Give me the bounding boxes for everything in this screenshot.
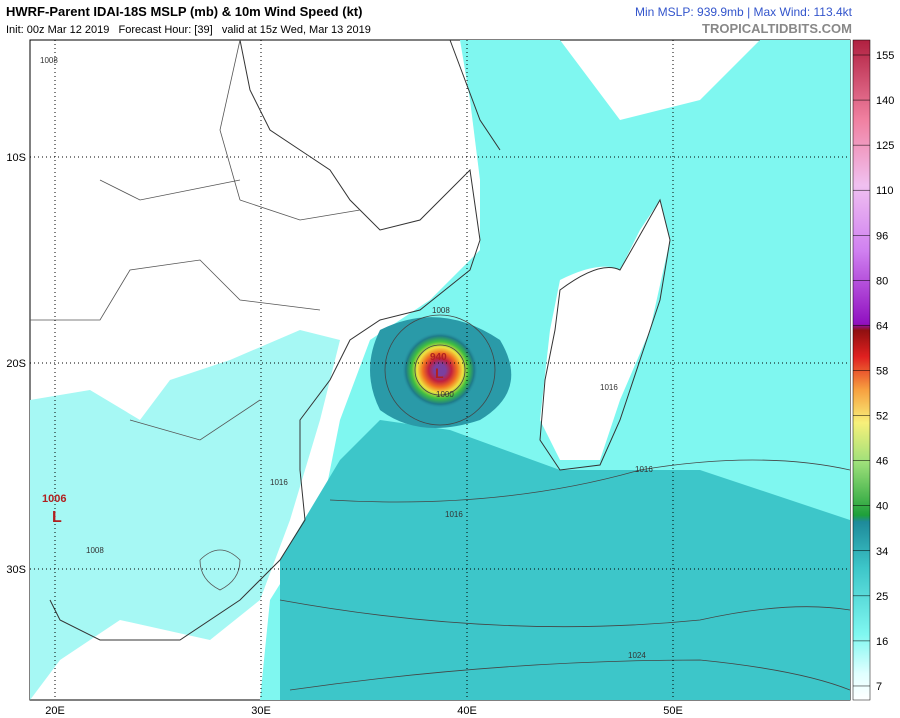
low-pressure: 1006 <box>42 493 66 505</box>
isobar <box>289 659 851 691</box>
colorbar-label: 125 <box>876 140 894 152</box>
madagascar-coast <box>539 198 671 471</box>
wind-area <box>280 420 850 700</box>
colorbar-label: 7 <box>876 681 882 693</box>
colorbar-label: 80 <box>876 275 888 287</box>
isobar-label: 1016 <box>445 510 463 519</box>
isobar-label: 1016 <box>600 383 618 392</box>
colorbar-label: 58 <box>876 365 888 377</box>
colorbar-label: 46 <box>876 456 888 468</box>
lat-label: 20S <box>6 358 26 370</box>
isobar-label: 1008 <box>432 306 450 315</box>
colorbar <box>852 39 871 701</box>
stats: Min MSLP: 939.9mb | Max Wind: 113.4kt <box>635 5 853 19</box>
graticule <box>30 40 850 700</box>
colorbar-label: 110 <box>876 185 894 197</box>
coast <box>449 39 501 151</box>
isobar <box>279 599 851 628</box>
wind-area <box>30 330 340 700</box>
isobar <box>329 459 851 503</box>
africa-coast <box>49 39 481 641</box>
site: TROPICALTIDBITS.COM <box>702 21 852 36</box>
isobar-label: 1024 <box>628 651 646 660</box>
colorbar-label: 96 <box>876 230 888 242</box>
isobar-label: 1016 <box>270 478 288 487</box>
lon-label: 30E <box>251 705 271 717</box>
madagascar-calm <box>540 200 670 460</box>
colorbar-labels: 155 140 125 110 96 80 64 58 52 46 40 34 25 16 7 <box>853 50 894 693</box>
colorbar-label: 155 <box>876 50 894 62</box>
isobar-label: 1008 <box>86 546 104 555</box>
isobar-label: 1008 <box>40 56 58 65</box>
isobar-label: 1000 <box>436 390 454 399</box>
colorbar-label: 16 <box>876 636 888 648</box>
lon-label: 20E <box>45 705 65 717</box>
low-symbol: L <box>52 509 62 526</box>
lat-label: 30S <box>6 564 26 576</box>
low-symbol: L <box>435 365 444 381</box>
init-line: Init: 00z Mar 12 2019 Forecast Hour: [39… <box>6 24 371 36</box>
colorbar-label: 140 <box>876 95 894 107</box>
isobar-label: 1016 <box>635 465 653 474</box>
isobar <box>414 344 466 396</box>
colorbar-label: 34 <box>876 546 888 558</box>
lon-label: 40E <box>457 705 477 717</box>
map: 1008 1016 1016 1016 1008 1000 1024 1016 … <box>29 39 851 701</box>
colorbar-label: 25 <box>876 591 888 603</box>
colorbar-label: 40 <box>876 501 888 513</box>
low-pressure: 940 <box>430 352 447 363</box>
borders <box>30 39 361 591</box>
colorbar-label: 64 <box>876 320 888 332</box>
colorbar-label: 52 <box>876 411 888 423</box>
title: HWRF-Parent IDAI-18S MSLP (mb) & 10m Win… <box>6 4 362 19</box>
lon-label: 50E <box>663 705 683 717</box>
cyclone-core <box>402 332 478 408</box>
lat-label: 10S <box>6 152 26 164</box>
isobar <box>384 314 496 426</box>
